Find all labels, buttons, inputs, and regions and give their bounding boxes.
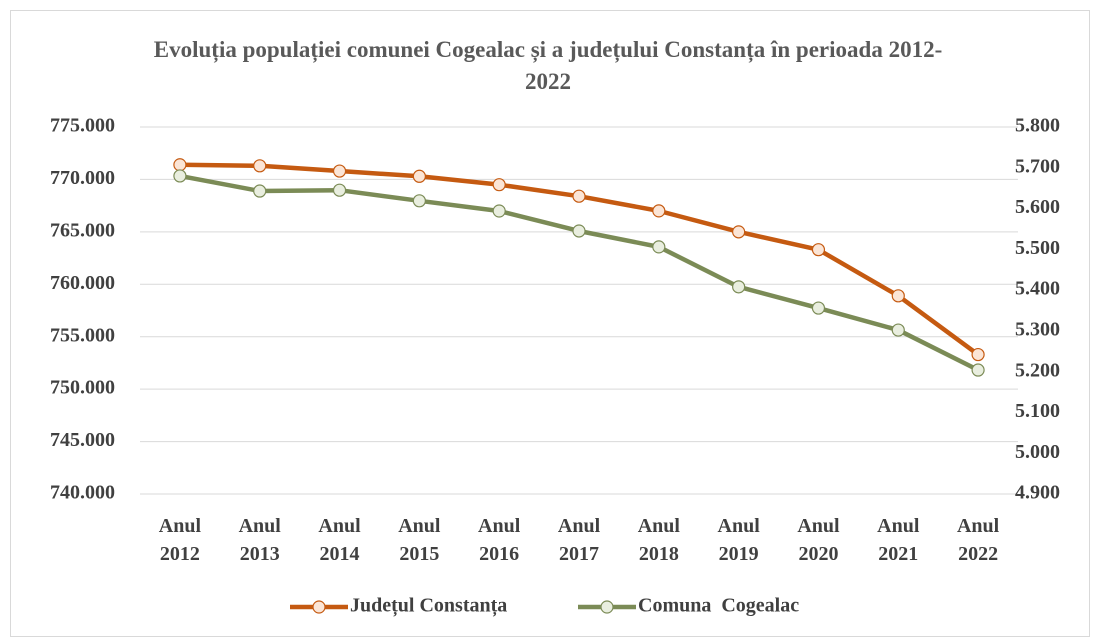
x-tick-label: Anul 2013 [238, 515, 281, 565]
marker [332, 183, 347, 197]
y-tick-label: 775.000 [50, 115, 115, 137]
marker [492, 178, 506, 192]
marker [732, 225, 746, 239]
marker [572, 189, 586, 203]
x-tick-label: Anul 2018 [637, 515, 680, 565]
y2-tick-label: 5.600 [1015, 196, 1060, 218]
x-tick-label: Anul 2022 [956, 515, 1000, 565]
marker [173, 169, 187, 183]
x-tick-label: Anul 2012 [158, 515, 202, 565]
legend-marker [312, 600, 326, 614]
y-tick-label: 745.000 [50, 429, 115, 451]
marker [652, 204, 666, 218]
y2-tick-label: 5.700 [1015, 155, 1060, 177]
marker [971, 363, 985, 377]
y2-tick-label: 5.300 [1015, 318, 1060, 340]
x-tick-label: Anul 2019 [717, 515, 760, 565]
marker [253, 184, 267, 198]
marker [732, 280, 746, 294]
y-tick-label: 740.000 [50, 482, 115, 504]
x-tick-label: Anul 2014 [318, 515, 361, 565]
x-tick-label: Anul 2015 [398, 515, 441, 565]
y-tick-label: 765.000 [50, 219, 115, 241]
y2-tick-label: 4.900 [1015, 482, 1060, 504]
marker [971, 347, 985, 362]
y2-tick-label: 5.500 [1015, 237, 1060, 259]
marker [652, 240, 666, 254]
y-tick-label: 750.000 [50, 377, 115, 399]
marker [572, 224, 586, 238]
marker [253, 159, 267, 173]
y-tick-label: 755.000 [50, 324, 115, 346]
marker [891, 323, 905, 337]
y-tick-label: 760.000 [50, 272, 115, 294]
y2-tick-label: 5.000 [1015, 441, 1060, 463]
chart-title: Evoluția populației comunei Cogealac și … [153, 37, 943, 94]
y2-tick-label: 5.400 [1015, 278, 1060, 300]
marker [811, 243, 826, 257]
y2-tick-label: 5.200 [1015, 359, 1060, 381]
legend-label: Comuna Cogealac [638, 595, 799, 617]
x-tick-label: Anul 2020 [797, 515, 840, 565]
marker [332, 164, 347, 178]
marker [891, 289, 905, 303]
x-tick-label: Anul 2016 [478, 515, 521, 565]
legend-marker [600, 600, 614, 614]
x-tick-label: Anul 2017 [557, 515, 601, 565]
marker [412, 194, 426, 208]
marker [811, 301, 826, 315]
y-tick-label: 770.000 [50, 167, 115, 189]
x-tick-label: Anul 2021 [877, 515, 920, 565]
marker [173, 158, 187, 172]
y2-tick-label: 5.100 [1015, 400, 1060, 422]
y2-tick-label: 5.800 [1015, 115, 1060, 137]
marker [492, 204, 506, 218]
marker [412, 169, 426, 183]
legend-label: Județul Constanța [350, 595, 507, 618]
